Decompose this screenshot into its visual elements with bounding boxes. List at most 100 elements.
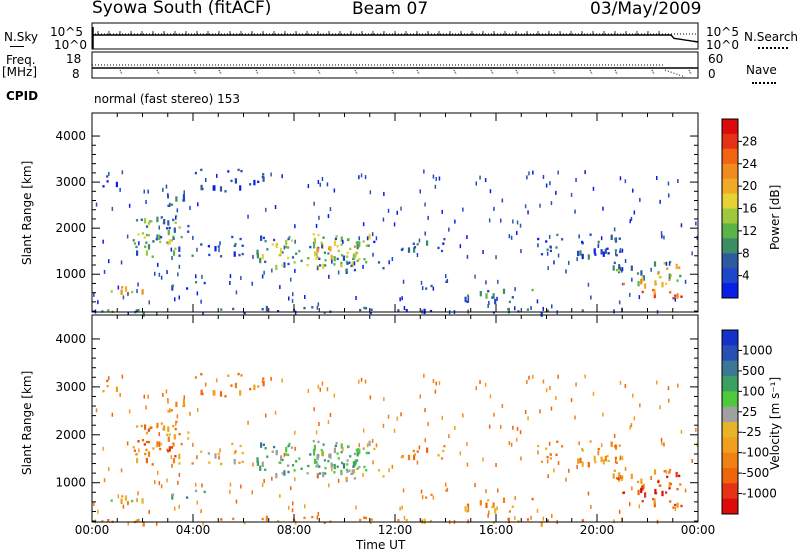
echo-cell (358, 465, 361, 469)
echo-cell (273, 238, 276, 242)
echo-cell (148, 234, 151, 237)
echo-cell (400, 456, 403, 459)
colorbar-segment (722, 163, 738, 180)
echo-cell (163, 425, 166, 431)
echo-cell (265, 207, 267, 212)
nave-label: Nave (746, 63, 777, 77)
echo-cell (208, 253, 211, 257)
echo-cell (382, 423, 385, 428)
echo-cell (331, 259, 333, 264)
echo-cell (387, 208, 390, 213)
date-title: 03/May/2009 (590, 0, 702, 19)
echo-cell (487, 499, 490, 502)
echo-cell (315, 460, 318, 464)
echo-cell (264, 239, 267, 243)
echo-cell (493, 412, 495, 417)
echo-cell (373, 447, 376, 451)
echo-cell (166, 433, 169, 437)
echo-cell (251, 490, 253, 495)
echo-cell (328, 483, 330, 488)
echo-cell (106, 379, 109, 383)
freq-dip (317, 69, 321, 75)
echo-cell (403, 515, 406, 520)
echo-cell (475, 181, 477, 186)
echo-cell (510, 235, 513, 240)
echo-cell (195, 274, 197, 279)
echo-cell (663, 262, 666, 265)
echo-cell (353, 477, 356, 480)
echo-cell (551, 514, 553, 519)
echo-cell (174, 297, 176, 302)
echo-cell (174, 221, 177, 224)
echo-cell (657, 272, 660, 275)
echo-cell (632, 393, 634, 398)
echo-cell (371, 439, 374, 443)
echo-cell (290, 446, 294, 449)
y-tick-label: 2000 (55, 428, 86, 442)
echo-cell (542, 306, 544, 311)
echo-cell (432, 286, 435, 291)
echo-cell (330, 254, 333, 261)
echo-cell (283, 262, 286, 268)
nave-tick-bottom: 0 (708, 67, 716, 81)
colorbar-tick-label: 20 (742, 179, 757, 193)
echo-cell (362, 264, 364, 269)
echo-cell (355, 296, 357, 300)
echo-cell (171, 284, 175, 287)
echo-cell (631, 277, 633, 282)
echo-cell (516, 437, 518, 442)
colorbar-segment (722, 148, 738, 165)
echo-cell (488, 424, 491, 429)
echo-cell (500, 424, 502, 429)
echo-cell (423, 169, 425, 174)
echo-cell (508, 300, 511, 304)
echo-cell (337, 478, 340, 483)
echo-cell (640, 270, 643, 276)
echo-cell (366, 443, 369, 448)
echo-cell (555, 396, 557, 400)
echo-cell (135, 309, 138, 312)
echo-cell (256, 460, 259, 466)
echo-cell (348, 469, 351, 472)
echo-cell (539, 409, 541, 414)
echo-cell (485, 502, 488, 508)
echo-cell (356, 467, 359, 470)
echo-cell (187, 230, 190, 233)
echo-cell (224, 395, 227, 398)
echo-cell (147, 429, 150, 432)
echo-cell (597, 447, 600, 451)
x-tick-label: 16:00 (479, 523, 514, 537)
colorbar-segment (722, 406, 738, 423)
echo-cell (677, 179, 679, 183)
echo-cell (466, 254, 469, 259)
echo-cell (624, 259, 627, 263)
echo-cell (607, 459, 610, 463)
echo-cell (360, 377, 363, 382)
echo-cell (262, 377, 265, 380)
colorbar-segment (722, 178, 738, 195)
echo-cell (345, 468, 348, 472)
echo-cell (653, 498, 656, 504)
echo-cell (641, 276, 644, 283)
freq-dip (156, 69, 160, 75)
echo-cell (574, 415, 576, 420)
echo-cell (391, 257, 394, 261)
echo-cell (178, 462, 181, 465)
echo-cell (135, 519, 138, 522)
echo-cell (317, 440, 320, 444)
echo-cell (445, 280, 448, 283)
echo-cell (178, 453, 181, 460)
echo-cell (148, 509, 150, 514)
echo-cell (274, 205, 277, 209)
echo-cell (427, 215, 429, 220)
echo-cell (145, 432, 149, 435)
colorbar-segment (722, 223, 738, 239)
echo-cell (358, 448, 361, 454)
echo-cell (252, 254, 254, 259)
echo-cell (217, 245, 220, 248)
echo-cell (283, 245, 286, 250)
echo-cell (438, 381, 441, 386)
echo-cell (287, 262, 290, 266)
echo-cell (590, 504, 592, 509)
echo-cell (233, 244, 236, 247)
